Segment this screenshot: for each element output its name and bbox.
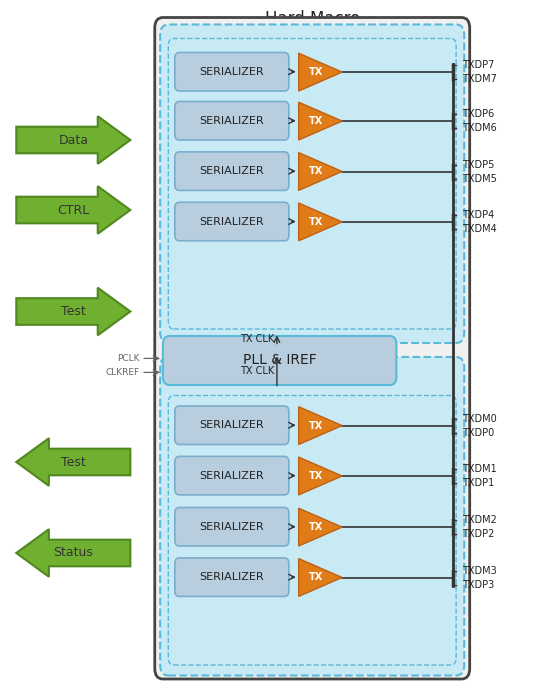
FancyBboxPatch shape — [163, 336, 396, 385]
Text: CLKREF: CLKREF — [106, 368, 140, 377]
Text: TX CLK: TX CLK — [240, 366, 274, 376]
Text: CTRL: CTRL — [57, 204, 90, 216]
FancyBboxPatch shape — [160, 357, 464, 676]
Polygon shape — [299, 559, 342, 596]
Text: TXDM7: TXDM7 — [462, 74, 497, 84]
Polygon shape — [299, 203, 342, 241]
Text: TXDM3: TXDM3 — [462, 566, 497, 575]
Text: TXDP0: TXDP0 — [462, 428, 494, 438]
Polygon shape — [16, 116, 130, 164]
Text: SERIALIZER: SERIALIZER — [199, 572, 264, 582]
Polygon shape — [16, 438, 130, 486]
Polygon shape — [299, 457, 342, 495]
FancyBboxPatch shape — [175, 508, 289, 546]
Text: TXDM4: TXDM4 — [462, 224, 497, 234]
Polygon shape — [16, 288, 130, 335]
Text: PCLK: PCLK — [118, 354, 140, 363]
Text: TXDM0: TXDM0 — [462, 414, 497, 424]
FancyBboxPatch shape — [175, 202, 289, 241]
Text: Status: Status — [53, 547, 93, 559]
Text: SERIALIZER: SERIALIZER — [199, 470, 264, 481]
Text: TX: TX — [309, 167, 323, 176]
Text: TXDP3: TXDP3 — [462, 580, 494, 589]
Text: TXDP1: TXDP1 — [462, 478, 494, 488]
Polygon shape — [299, 153, 342, 190]
Polygon shape — [299, 102, 342, 140]
Text: TX: TX — [309, 522, 323, 532]
Text: SERIALIZER: SERIALIZER — [199, 166, 264, 176]
Text: TX: TX — [309, 67, 323, 77]
Text: TXDP7: TXDP7 — [462, 60, 495, 70]
Text: PLL & IREF: PLL & IREF — [243, 354, 317, 368]
Polygon shape — [299, 407, 342, 444]
Text: SERIALIZER: SERIALIZER — [199, 116, 264, 126]
Text: TXDM6: TXDM6 — [462, 123, 497, 133]
Polygon shape — [16, 186, 130, 234]
Text: TX: TX — [309, 471, 323, 481]
Text: TXDM5: TXDM5 — [462, 174, 497, 183]
Text: Hard Macro: Hard Macro — [264, 10, 360, 29]
Text: SERIALIZER: SERIALIZER — [199, 420, 264, 430]
Text: Test: Test — [61, 305, 86, 318]
Text: TX: TX — [309, 421, 323, 430]
Polygon shape — [299, 53, 342, 91]
Text: SERIALIZER: SERIALIZER — [199, 66, 264, 77]
FancyBboxPatch shape — [175, 406, 289, 445]
Text: TXDP5: TXDP5 — [462, 160, 495, 169]
Text: TXDP4: TXDP4 — [462, 210, 494, 220]
Text: TXDM2: TXDM2 — [462, 515, 497, 525]
Text: TX: TX — [309, 116, 323, 126]
Text: TXDP6: TXDP6 — [462, 109, 494, 119]
Text: SERIALIZER: SERIALIZER — [199, 522, 264, 532]
FancyBboxPatch shape — [175, 456, 289, 495]
Text: Data: Data — [58, 134, 89, 146]
FancyBboxPatch shape — [160, 25, 464, 343]
FancyBboxPatch shape — [155, 18, 470, 679]
Text: TX: TX — [309, 217, 323, 227]
FancyBboxPatch shape — [175, 558, 289, 596]
FancyBboxPatch shape — [175, 152, 289, 190]
Text: TX CLK: TX CLK — [240, 335, 274, 344]
FancyBboxPatch shape — [175, 102, 289, 140]
Text: SERIALIZER: SERIALIZER — [199, 216, 264, 227]
Text: TXDM1: TXDM1 — [462, 464, 497, 474]
Text: Test: Test — [61, 456, 86, 468]
Polygon shape — [16, 529, 130, 577]
Text: TX: TX — [309, 573, 323, 582]
FancyBboxPatch shape — [175, 52, 289, 91]
Text: TXDP2: TXDP2 — [462, 529, 495, 539]
Polygon shape — [299, 508, 342, 546]
